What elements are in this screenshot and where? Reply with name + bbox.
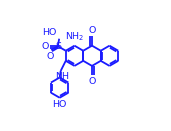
Text: NH: NH [56, 72, 70, 81]
Text: O: O [89, 77, 96, 86]
Text: NH$_2$: NH$_2$ [65, 30, 85, 43]
Text: O: O [41, 42, 49, 51]
Text: O: O [47, 52, 54, 61]
Text: HO: HO [42, 28, 57, 37]
Text: O: O [89, 26, 96, 35]
Text: HO: HO [52, 100, 67, 109]
Text: S: S [56, 42, 62, 51]
